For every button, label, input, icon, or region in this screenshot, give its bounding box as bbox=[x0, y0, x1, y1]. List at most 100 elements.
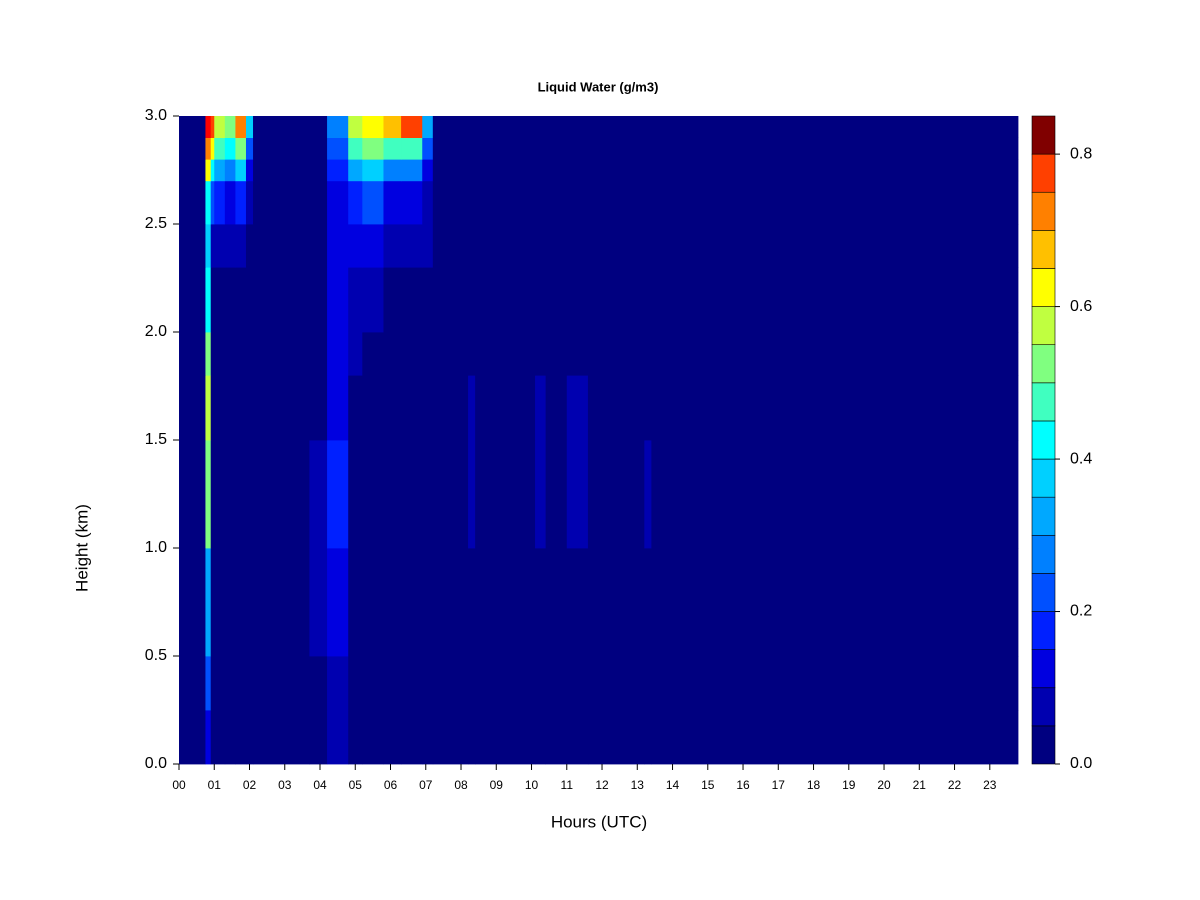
colorbar-bin bbox=[1031, 420, 1056, 460]
heat-cell bbox=[566, 656, 589, 711]
heat-cell bbox=[401, 440, 423, 549]
heat-cell bbox=[327, 137, 349, 160]
heat-cell bbox=[224, 332, 236, 376]
heat-cell bbox=[383, 137, 402, 160]
heat-cell bbox=[348, 656, 363, 711]
heat-cell bbox=[432, 267, 469, 333]
heat-cell bbox=[210, 548, 215, 657]
heat-cell bbox=[309, 548, 328, 657]
heat-cell bbox=[401, 548, 423, 657]
heat-cell bbox=[468, 224, 476, 268]
heat-cell bbox=[422, 180, 434, 225]
heat-cell bbox=[383, 332, 402, 376]
heat-cell bbox=[214, 267, 226, 333]
heat-cell bbox=[432, 548, 469, 657]
heat-cell bbox=[245, 224, 254, 268]
heat-cell bbox=[179, 440, 206, 549]
heat-cell bbox=[327, 159, 349, 182]
heat-cell bbox=[245, 267, 254, 333]
heat-cell bbox=[348, 224, 363, 268]
heat-cell bbox=[210, 116, 215, 138]
heat-cell bbox=[309, 116, 328, 138]
heat-cell bbox=[362, 116, 384, 138]
heat-cell bbox=[422, 710, 434, 765]
heat-cell bbox=[535, 267, 547, 333]
heat-cell bbox=[651, 159, 1019, 182]
heat-cell bbox=[362, 224, 384, 268]
heat-cell bbox=[422, 548, 434, 657]
heat-cell bbox=[535, 332, 547, 376]
heat-cell bbox=[214, 180, 226, 225]
heat-cell bbox=[224, 375, 236, 441]
heat-cell bbox=[253, 224, 310, 268]
heat-cell bbox=[475, 116, 536, 138]
colorbar-tick-label: 0.8 bbox=[1070, 145, 1092, 162]
heat-cell bbox=[348, 710, 363, 765]
heat-cell bbox=[422, 116, 434, 138]
heat-cell bbox=[587, 656, 645, 711]
heat-cell bbox=[468, 180, 476, 225]
heat-cell bbox=[214, 710, 226, 765]
heat-cell bbox=[566, 710, 589, 765]
heat-cell bbox=[401, 137, 423, 160]
heat-cell bbox=[253, 159, 310, 182]
heat-cell bbox=[535, 116, 547, 138]
heat-cell bbox=[210, 159, 215, 182]
y-tick-label: 0.5 bbox=[145, 647, 167, 664]
x-tick-label: 18 bbox=[807, 778, 821, 792]
heat-cell bbox=[468, 267, 476, 333]
heat-cell bbox=[327, 116, 349, 138]
heat-cell bbox=[468, 116, 476, 138]
heat-cell bbox=[651, 710, 1019, 765]
x-tick-label: 00 bbox=[172, 778, 186, 792]
colorbar-bin bbox=[1031, 534, 1056, 574]
heat-cell bbox=[235, 137, 247, 160]
heat-cell bbox=[383, 267, 402, 333]
heat-cell bbox=[566, 137, 589, 160]
heat-cell bbox=[327, 710, 349, 765]
colorbar-bin bbox=[1031, 649, 1056, 689]
heat-cell bbox=[362, 656, 384, 711]
heat-cell bbox=[179, 656, 206, 711]
heat-cell bbox=[327, 267, 349, 333]
heat-cell bbox=[253, 710, 310, 765]
x-tick-label: 09 bbox=[490, 778, 504, 792]
heat-cell bbox=[422, 332, 434, 376]
heat-cell bbox=[210, 656, 215, 711]
x-tick-label: 07 bbox=[419, 778, 433, 792]
heat-cell bbox=[545, 116, 568, 138]
x-tick-label: 17 bbox=[772, 778, 786, 792]
heat-cell bbox=[309, 267, 328, 333]
heat-cell bbox=[348, 375, 363, 441]
heat-cell bbox=[224, 440, 236, 549]
heat-cell bbox=[401, 332, 423, 376]
heat-cell bbox=[587, 332, 645, 376]
heat-cell bbox=[401, 159, 423, 182]
heat-cell bbox=[587, 267, 645, 333]
y-tick-label: 0.0 bbox=[145, 755, 167, 772]
heat-cell bbox=[566, 267, 589, 333]
heat-cell bbox=[224, 548, 236, 657]
heat-cell bbox=[644, 116, 652, 138]
heat-cell bbox=[224, 180, 236, 225]
heat-cell bbox=[214, 332, 226, 376]
heat-cell bbox=[309, 656, 328, 711]
heat-cell bbox=[401, 267, 423, 333]
heat-cell bbox=[535, 159, 547, 182]
heat-cell bbox=[383, 375, 402, 441]
heat-cell bbox=[566, 332, 589, 376]
heat-cell bbox=[348, 159, 363, 182]
heat-cell bbox=[245, 116, 254, 138]
heat-cell bbox=[362, 137, 384, 160]
heat-cell bbox=[214, 159, 226, 182]
heat-cell bbox=[224, 116, 236, 138]
x-tick-label: 06 bbox=[384, 778, 398, 792]
heat-cell bbox=[432, 180, 469, 225]
heat-cell bbox=[535, 180, 547, 225]
heat-cell bbox=[309, 710, 328, 765]
heat-cell bbox=[475, 224, 536, 268]
heat-cell bbox=[432, 656, 469, 711]
heat-cell bbox=[309, 332, 328, 376]
heat-cell bbox=[383, 440, 402, 549]
heat-cell bbox=[245, 180, 254, 225]
